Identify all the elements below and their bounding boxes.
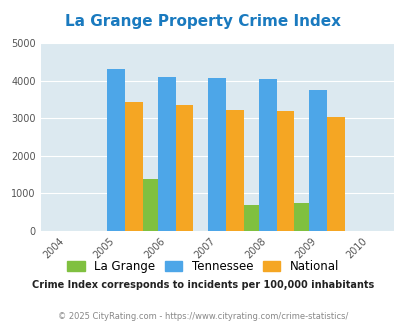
Bar [226, 110, 243, 231]
Bar [276, 111, 294, 231]
Bar [158, 77, 175, 231]
Bar [125, 102, 143, 231]
Text: © 2025 CityRating.com - https://www.cityrating.com/crime-statistics/: © 2025 CityRating.com - https://www.city… [58, 312, 347, 321]
Bar [140, 179, 158, 231]
Bar [326, 117, 344, 231]
Bar [258, 79, 276, 231]
Text: La Grange Property Crime Index: La Grange Property Crime Index [65, 14, 340, 29]
Text: Crime Index corresponds to incidents per 100,000 inhabitants: Crime Index corresponds to incidents per… [32, 280, 373, 290]
Bar [107, 69, 125, 231]
Bar [175, 105, 193, 231]
Bar [309, 90, 326, 231]
Bar [291, 203, 309, 231]
Bar [208, 78, 226, 231]
Bar [241, 205, 258, 231]
Legend: La Grange, Tennessee, National: La Grange, Tennessee, National [62, 255, 343, 278]
